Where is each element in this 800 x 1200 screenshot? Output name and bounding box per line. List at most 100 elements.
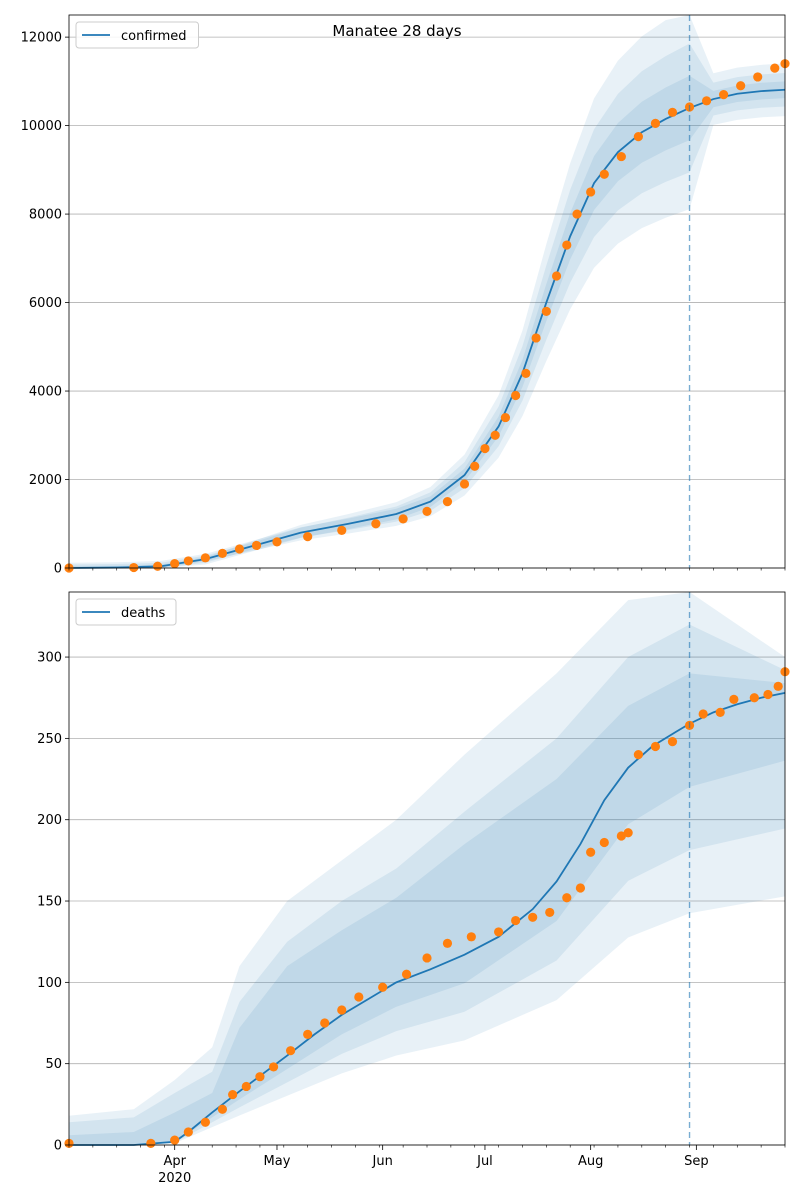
- y-tick-label: 4000: [29, 385, 62, 400]
- observed-point: [562, 893, 572, 903]
- observed-point: [303, 531, 313, 542]
- observed-point: [170, 1135, 180, 1145]
- observed-point: [770, 63, 780, 73]
- observed-point: [442, 938, 453, 948]
- observed-point: [586, 187, 596, 197]
- uncertainty-band: [69, 673, 785, 1145]
- observed-point: [286, 1046, 296, 1056]
- observed-point: [371, 519, 381, 529]
- deaths-panel: 0 50 100 150 200 250 300 Apr May Jun Jul Aug Sep 2020…: [37, 591, 790, 1186]
- observed-point: [217, 1104, 228, 1114]
- observed-point: [773, 681, 783, 691]
- observed-point: [422, 506, 432, 516]
- observed-point: [528, 912, 538, 922]
- observed-point: [490, 430, 500, 440]
- observed-point: [667, 737, 678, 747]
- y-tick-label: 0: [54, 1139, 62, 1154]
- observed-point: [749, 693, 759, 703]
- observed-point: [354, 992, 364, 1002]
- observed-point: [337, 525, 347, 535]
- observed-point: [763, 689, 773, 700]
- legend-label: confirmed: [121, 29, 187, 44]
- observed-point: [616, 831, 626, 841]
- y-tick-label: 10000: [21, 119, 62, 134]
- x-tick-label: Jul: [476, 1154, 493, 1169]
- observed-point: [303, 1029, 313, 1039]
- observed-point: [401, 969, 412, 979]
- observed-point: [470, 461, 480, 471]
- observed-point: [378, 982, 388, 992]
- observed-point: [562, 240, 572, 250]
- legend: confirmed: [75, 21, 199, 49]
- observed-point: [572, 209, 582, 219]
- y-tick-label: 200: [37, 813, 62, 828]
- observed-point: [320, 1018, 330, 1028]
- y-tick-label: 12000: [21, 31, 62, 46]
- y-tick-label: 300: [37, 651, 62, 666]
- observed-point: [228, 1089, 238, 1100]
- x-tick-label: Jun: [372, 1154, 393, 1169]
- observed-point: [575, 883, 586, 893]
- y-tick-label: 50: [45, 1057, 62, 1072]
- y-tick-label: 150: [37, 895, 62, 910]
- legend-label: deaths: [121, 606, 166, 621]
- observed-point: [442, 497, 453, 507]
- observed-point: [719, 90, 729, 100]
- observed-point: [183, 556, 193, 566]
- x-year-label: 2020: [158, 1171, 191, 1186]
- observed-point: [217, 548, 228, 559]
- observed-point: [511, 390, 521, 401]
- y-tick-label: 100: [37, 976, 62, 991]
- observed-point: [251, 540, 262, 551]
- x-tick-label: May: [264, 1154, 291, 1169]
- observed-point: [545, 907, 555, 918]
- observed-point: [521, 368, 531, 378]
- observed-point: [272, 537, 282, 547]
- legend-box: [75, 21, 199, 49]
- observed-point: [753, 72, 763, 82]
- y-tick-label: 2000: [29, 473, 62, 488]
- observed-point: [200, 1117, 210, 1127]
- observed-point: [129, 562, 139, 573]
- observed-point: [715, 707, 725, 717]
- legend: deaths: [75, 598, 177, 626]
- observed-point: [268, 1062, 279, 1072]
- observed-point: [729, 694, 739, 704]
- observed-point: [531, 333, 541, 343]
- observed-point: [146, 1138, 156, 1148]
- observed-point: [511, 915, 521, 926]
- observed-point: [241, 1081, 251, 1092]
- observed-point: [466, 932, 476, 942]
- confirmed-panel: 0 2000 4000 6000 8000 10000 12000 confirmed: [21, 14, 790, 577]
- observed-point: [650, 741, 661, 752]
- y-tick-label: 8000: [29, 208, 62, 223]
- uncertainty-band: [69, 624, 785, 1145]
- observed-point: [153, 561, 163, 571]
- observed-point: [599, 837, 609, 848]
- observed-point: [480, 443, 490, 454]
- observed-point: [337, 1005, 347, 1015]
- x-tick-label: Aug: [578, 1154, 603, 1169]
- observed-point: [736, 81, 746, 91]
- observed-point: [541, 306, 551, 317]
- observed-point: [170, 558, 180, 569]
- observed-point: [616, 151, 626, 162]
- figure-title: Manatee 28 days: [332, 22, 461, 40]
- y-tick-label: 0: [54, 562, 62, 577]
- observed-point: [698, 709, 708, 719]
- y-tick-label: 6000: [29, 296, 62, 311]
- uncertainty-band: [69, 592, 785, 1145]
- y-tick-label: 250: [37, 732, 62, 747]
- observed-point: [599, 169, 609, 179]
- x-tick-label: Apr: [163, 1154, 186, 1169]
- observed-point: [701, 96, 712, 106]
- observed-point: [398, 514, 408, 524]
- observed-point: [200, 553, 210, 563]
- observed-point: [650, 118, 661, 128]
- observed-point: [667, 107, 678, 117]
- observed-point: [633, 132, 643, 142]
- observed-point: [422, 953, 432, 963]
- observed-point: [459, 479, 470, 489]
- observed-point: [255, 1072, 265, 1082]
